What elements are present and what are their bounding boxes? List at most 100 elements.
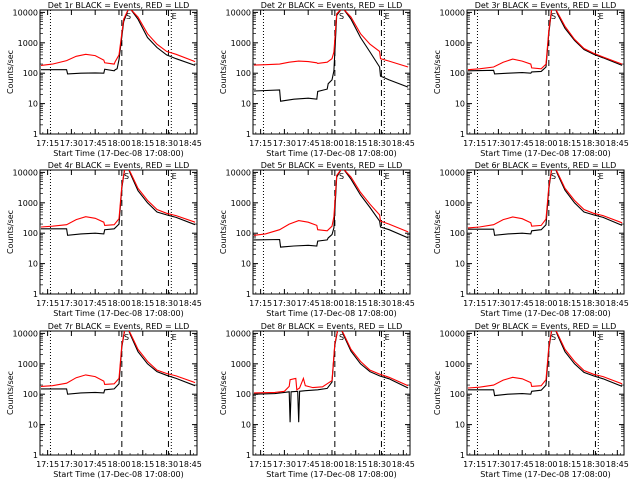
- y-tick-label: 100: [236, 69, 251, 78]
- y-tick-label: 100: [23, 229, 38, 238]
- x-tick-label: 17:45: [297, 460, 320, 469]
- marker-label: S: [124, 333, 129, 342]
- lld-series-line: [467, 170, 623, 229]
- y-axis-label: Counts/sec: [219, 371, 228, 415]
- x-tick-label: 17:30: [60, 299, 83, 308]
- y-tick-label: 1000: [445, 199, 465, 208]
- y-tick-label: 1: [246, 451, 251, 460]
- x-tick-label: 17:30: [60, 139, 83, 148]
- x-tick-label: 17:15: [463, 139, 486, 148]
- x-axis-label: Start Time (17-Dec-08 17:08:00): [53, 470, 184, 479]
- detector-panel-5: Det 5r BLACK = Events, RED = LLD 1 10 100 10…: [219, 161, 415, 318]
- y-tick-label: 10: [28, 100, 38, 109]
- x-tick-label: 18:30: [155, 299, 178, 308]
- x-tick-label: 18:30: [155, 460, 178, 469]
- detector-panel-4: Det 4r BLACK = Events, RED = LLD 1 10 100 10…: [6, 161, 202, 318]
- y-tick-label: 10000: [13, 329, 38, 338]
- marker-label: S: [124, 172, 129, 181]
- x-axis-label: Start Time (17-Dec-08 17:08:00): [480, 309, 611, 318]
- y-tick-label: 1000: [231, 199, 251, 208]
- x-axis-label: Start Time (17-Dec-08 17:08:00): [53, 309, 184, 318]
- x-tick-label: 18:15: [131, 460, 154, 469]
- y-tick-label: 1000: [445, 39, 465, 48]
- x-tick-label: 18:00: [107, 299, 130, 308]
- y-tick-label: 10000: [226, 329, 251, 338]
- panel-title: Det 2r BLACK = Events, RED = LLD: [261, 1, 403, 10]
- x-tick-label: 18:15: [558, 139, 581, 148]
- lld-series-line: [467, 10, 623, 71]
- events-series-line: [253, 10, 409, 102]
- panel-title: Det 6r BLACK = Events, RED = LLD: [475, 161, 617, 170]
- x-tick-label: 18:45: [606, 460, 629, 469]
- x-tick-label: 17:15: [36, 139, 59, 148]
- y-tick-label: 10: [455, 100, 465, 109]
- y-tick-label: 10000: [13, 8, 38, 17]
- detector-panel-9: Det 9r BLACK = Events, RED = LLD 1 10 100 10…: [433, 322, 629, 479]
- y-axis-label: Counts/sec: [433, 50, 442, 94]
- y-tick-label: 10: [241, 421, 251, 430]
- y-tick-label: 1: [460, 130, 465, 139]
- y-tick-label: 10: [455, 260, 465, 269]
- x-tick-label: 18:00: [534, 299, 557, 308]
- y-tick-label: 10000: [226, 168, 251, 177]
- x-tick-label: 18:00: [534, 460, 557, 469]
- lld-series-line: [40, 170, 196, 228]
- marker-label: E: [599, 333, 604, 342]
- marker-label: E: [172, 172, 177, 181]
- x-axis-label: Start Time (17-Dec-08 17:08:00): [480, 470, 611, 479]
- x-tick-label: 18:45: [392, 299, 415, 308]
- marker-label: E: [172, 12, 177, 21]
- panel-title: Det 1r BLACK = Events, RED = LLD: [48, 1, 190, 10]
- x-tick-label: 18:30: [368, 460, 391, 469]
- y-tick-label: 1000: [18, 360, 38, 369]
- y-tick-label: 100: [23, 69, 38, 78]
- x-tick-label: 18:45: [179, 299, 202, 308]
- y-tick-label: 1: [33, 451, 38, 460]
- marker-label: S: [126, 12, 131, 21]
- y-axis-label: Counts/sec: [6, 371, 15, 415]
- plot-frame: [466, 9, 625, 135]
- lld-series-line: [253, 10, 409, 68]
- y-tick-label: 1: [246, 130, 251, 139]
- y-tick-label: 10000: [440, 168, 465, 177]
- plot-frame: [39, 330, 198, 456]
- marker-label: E: [385, 333, 390, 342]
- detector-panel-6: Det 6r BLACK = Events, RED = LLD 1 10 100 10…: [433, 161, 629, 318]
- x-tick-label: 17:30: [487, 299, 510, 308]
- marker-label: S: [551, 12, 556, 21]
- x-tick-label: 18:45: [606, 299, 629, 308]
- x-tick-label: 18:45: [392, 139, 415, 148]
- y-tick-label: 1: [33, 290, 38, 299]
- x-tick-label: 17:30: [273, 460, 296, 469]
- y-tick-label: 10000: [13, 168, 38, 177]
- lld-series-line: [40, 331, 196, 387]
- y-axis-label: Counts/sec: [219, 50, 228, 94]
- x-tick-label: 17:15: [249, 139, 272, 148]
- y-tick-label: 10: [28, 260, 38, 269]
- y-tick-label: 1000: [18, 39, 38, 48]
- y-tick-label: 100: [450, 229, 465, 238]
- marker-label: E: [599, 12, 604, 21]
- x-tick-label: 18:15: [344, 460, 367, 469]
- x-tick-label: 18:30: [155, 139, 178, 148]
- y-tick-label: 10000: [226, 8, 251, 17]
- y-axis-label: Counts/sec: [433, 371, 442, 415]
- plot-frame: [252, 9, 411, 135]
- x-tick-label: 18:00: [320, 460, 343, 469]
- y-tick-label: 1000: [231, 360, 251, 369]
- lld-series-line: [253, 170, 409, 236]
- y-tick-label: 100: [236, 229, 251, 238]
- x-tick-label: 18:30: [582, 139, 605, 148]
- x-tick-label: 17:15: [463, 299, 486, 308]
- y-tick-label: 10: [241, 260, 251, 269]
- x-tick-label: 18:15: [131, 299, 154, 308]
- marker-label: E: [172, 333, 177, 342]
- y-tick-label: 1000: [231, 39, 251, 48]
- x-tick-label: 18:30: [582, 299, 605, 308]
- x-tick-label: 17:45: [511, 460, 534, 469]
- x-tick-label: 17:15: [463, 460, 486, 469]
- y-tick-label: 10: [455, 421, 465, 430]
- x-tick-label: 18:15: [558, 299, 581, 308]
